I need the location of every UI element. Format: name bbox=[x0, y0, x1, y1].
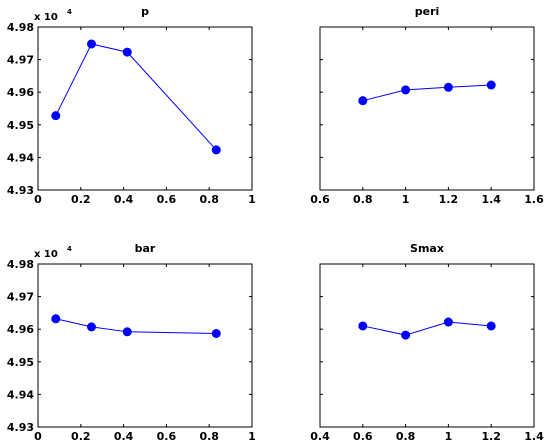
y-multiplier-base: x 10 bbox=[34, 249, 58, 260]
x-tick-label: 0.4 bbox=[310, 430, 330, 443]
y-multiplier: x 10 bbox=[34, 12, 58, 23]
y-tick-label: 4.98 bbox=[7, 258, 34, 271]
data-point bbox=[358, 96, 368, 106]
series-line bbox=[55, 318, 217, 334]
x-tick-label: 1 bbox=[248, 193, 256, 206]
data-point bbox=[122, 327, 132, 337]
y-tick-label: 4.97 bbox=[7, 291, 34, 304]
x-tick-label: 1 bbox=[402, 193, 410, 206]
x-tick-label: 1 bbox=[248, 430, 256, 443]
y-tick-label: 4.94 bbox=[7, 151, 34, 164]
y-multiplier-base: x 10 bbox=[34, 12, 58, 23]
y-tick-label: 4.96 bbox=[7, 323, 34, 336]
axes-box bbox=[37, 263, 253, 428]
data-point bbox=[401, 85, 411, 95]
subplot-title: Smax bbox=[410, 242, 444, 255]
data-point bbox=[211, 145, 221, 155]
data-point bbox=[51, 314, 61, 324]
y-tick-label: 4.95 bbox=[7, 119, 34, 132]
data-point bbox=[443, 317, 453, 327]
data-point bbox=[211, 328, 221, 338]
y-multiplier-exponent: 4 bbox=[67, 245, 72, 253]
data-point bbox=[486, 80, 496, 90]
x-tick-label: 1.4 bbox=[524, 430, 544, 443]
x-tick-label: 0.6 bbox=[353, 430, 373, 443]
y-tick-label: 4.95 bbox=[7, 356, 34, 369]
y-multiplier: x 10 bbox=[34, 249, 58, 260]
subplot-bar: bar 0 0.2 0.4 0.6 0.8 1 4.93 4.94 4.95 4.96 4.97 4.9… bbox=[7, 242, 256, 443]
y-tick-label: 4.96 bbox=[7, 86, 34, 99]
data-point bbox=[87, 322, 96, 332]
data-point bbox=[51, 111, 61, 121]
x-tick-label: 0.4 bbox=[114, 430, 134, 443]
x-tick-label: 1.4 bbox=[481, 193, 501, 206]
x-tick-label: 1.2 bbox=[481, 430, 501, 443]
y-tick-label: 4.93 bbox=[7, 421, 34, 434]
x-tick-label: 1 bbox=[445, 430, 453, 443]
data-point bbox=[122, 47, 132, 57]
y-tick-label: 4.97 bbox=[7, 54, 34, 67]
x-tick-label: 1.2 bbox=[439, 193, 459, 206]
subplot-p: p 0 0.2 0.4 0.6 0.8 1 4.93 4.94 4.95 4.96 4.97 4.98x… bbox=[7, 5, 256, 206]
x-tick-label: 0.6 bbox=[157, 193, 177, 206]
x-tick-label: 0.6 bbox=[310, 193, 330, 206]
data-point bbox=[87, 39, 96, 49]
y-tick-label: 4.98 bbox=[7, 21, 34, 34]
subplot-title: peri bbox=[415, 5, 440, 18]
x-tick-label: 0.8 bbox=[199, 193, 219, 206]
data-point bbox=[401, 330, 411, 340]
x-tick-label: 0.4 bbox=[114, 193, 134, 206]
x-tick-label: 1.6 bbox=[524, 193, 544, 206]
x-tick-label: 0.6 bbox=[157, 430, 177, 443]
y-tick-label: 4.94 bbox=[7, 388, 34, 401]
subplot-smax: Smax 0.4 0.6 0.8 1 1.2 1.4 bbox=[310, 242, 544, 443]
series-line bbox=[362, 84, 492, 102]
axes-box bbox=[37, 26, 253, 191]
data-point bbox=[443, 82, 453, 92]
axes-box bbox=[319, 263, 535, 428]
x-tick-label: 0.2 bbox=[71, 430, 91, 443]
series-line bbox=[55, 43, 217, 151]
y-tick-label: 4.93 bbox=[7, 184, 34, 197]
axes-box bbox=[319, 26, 535, 191]
x-tick-label: 0.8 bbox=[396, 430, 416, 443]
series-line bbox=[362, 321, 492, 336]
y-multiplier-exponent: 4 bbox=[67, 8, 72, 16]
x-tick-label: 0.2 bbox=[71, 193, 91, 206]
x-tick-label: 0.8 bbox=[199, 430, 219, 443]
subplot-title: p bbox=[141, 5, 149, 18]
x-tick-label: 0.8 bbox=[353, 193, 373, 206]
subplot-title: bar bbox=[135, 242, 156, 255]
subplot-peri: peri 0.6 0.8 1 1.2 1.4 1.6 bbox=[310, 5, 544, 206]
x-tick-label: 0 bbox=[34, 430, 42, 443]
data-point bbox=[486, 321, 496, 331]
data-point bbox=[358, 321, 368, 331]
x-tick-label: 0 bbox=[34, 193, 42, 206]
